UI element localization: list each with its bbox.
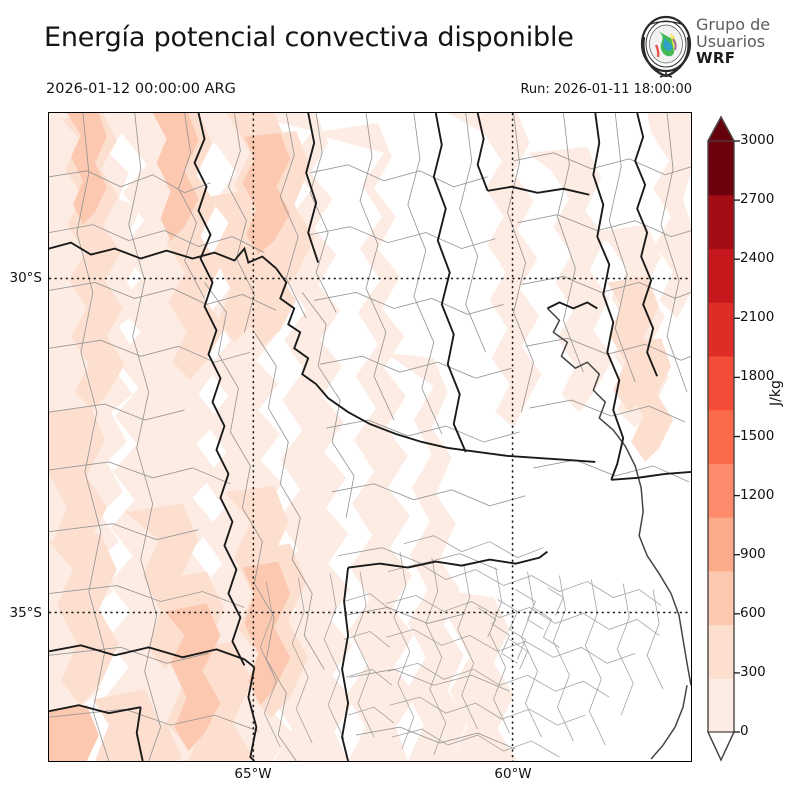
colorbar-band	[708, 141, 734, 196]
country-province-boundaries	[49, 113, 691, 761]
colorbar-band	[708, 409, 734, 464]
coastline	[546, 307, 691, 760]
cape-band-600-900	[49, 113, 291, 761]
colorbar-band	[708, 194, 734, 250]
colorbar-band	[708, 517, 734, 572]
colorbar-band	[708, 463, 734, 518]
colorbar-tick-label: 2400	[740, 250, 775, 267]
colorbar[interactable]: J/kg 0 300 600 900 1200 1500 1800 2100 2400 2700 3…	[700, 110, 800, 770]
valid-time-label: 2026-01-12 00:00:00 ARG	[46, 81, 236, 97]
colorbar-band	[708, 624, 734, 679]
colorbar-bands	[708, 141, 734, 733]
colorbar-tick-label: 2700	[740, 191, 775, 208]
graticule-lines	[49, 113, 691, 761]
wrf-globe-seal-icon	[640, 15, 692, 78]
run-time-label: Run: 2026-01-11 18:00:00	[520, 82, 692, 97]
logo-wordmark: Grupo de Usuarios WRF	[696, 15, 771, 67]
brand-logo: Grupo de Usuarios WRF	[638, 15, 798, 81]
colorbar-tick-label: 0	[740, 723, 749, 739]
colorbar-ticks	[734, 140, 740, 733]
colorbar-band	[708, 678, 734, 733]
cape-field-map	[49, 113, 691, 761]
logo-line-1: Grupo de	[696, 15, 771, 34]
logo-line-2: Usuarios	[696, 31, 766, 51]
colorbar-band	[708, 570, 734, 626]
colorbar-tick-label: 1500	[740, 427, 775, 444]
colorbar-band	[708, 302, 734, 357]
ytick-label-30s: 30°S	[9, 270, 43, 286]
logo-line-wrf: WRF	[696, 48, 736, 67]
map-plot-area[interactable]	[48, 112, 692, 762]
colorbar-tick-label: 2100	[740, 309, 775, 326]
page-title: Energía potencial convectiva disponible	[44, 22, 574, 53]
colorbar-swatches	[706, 115, 740, 762]
partido-boundaries	[259, 535, 664, 758]
colorbar-band	[708, 355, 734, 411]
colorbar-tick-label: 600	[740, 604, 766, 621]
colorbar-under-arrow	[706, 731, 736, 762]
colorbar-tick-label: 900	[740, 545, 766, 562]
department-boundaries	[49, 113, 691, 761]
colorbar-over-arrow	[706, 115, 736, 142]
xtick-label-60w: 60°W	[494, 766, 532, 782]
xtick-label-65w: 65°W	[234, 766, 272, 782]
colorbar-tick-label: 300	[740, 663, 766, 680]
ytick-label-35s: 35°S	[9, 605, 43, 621]
colorbar-tick-label: 3000	[740, 132, 775, 148]
colorbar-band	[708, 248, 734, 303]
colorbar-tick-label: 1800	[740, 368, 775, 385]
colorbar-tick-label: 1200	[740, 486, 775, 503]
